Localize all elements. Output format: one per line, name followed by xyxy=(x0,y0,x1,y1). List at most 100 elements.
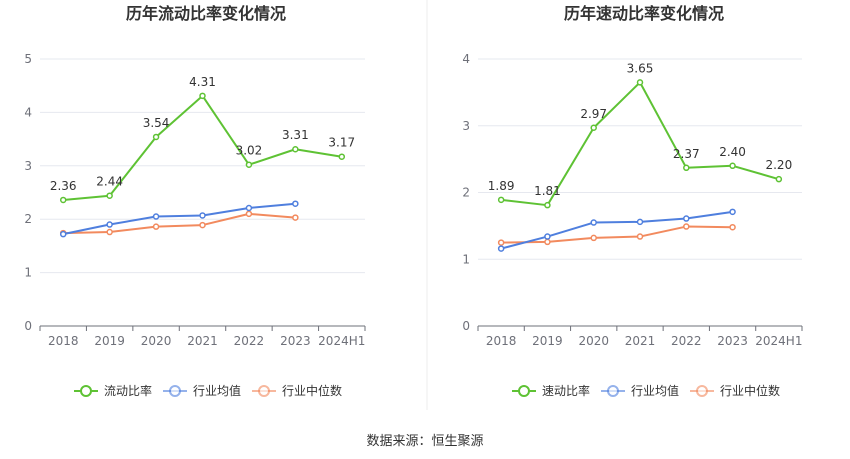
data-label: 3.31 xyxy=(282,128,309,142)
series-line xyxy=(63,202,296,236)
legend-item[interactable]: 速动比率 xyxy=(512,383,590,398)
data-point xyxy=(636,79,644,86)
x-tick-label: 2021 xyxy=(187,334,218,348)
data-point xyxy=(497,239,505,246)
data-label: 4.31 xyxy=(189,75,216,89)
data-point xyxy=(292,145,299,153)
data-point xyxy=(729,162,736,170)
data-point xyxy=(106,228,113,236)
data-label: 3.02 xyxy=(236,144,263,158)
data-point xyxy=(683,164,690,172)
y-tick-label: 0 xyxy=(462,319,470,333)
data-point xyxy=(245,204,253,212)
data-point xyxy=(245,161,253,168)
data-point xyxy=(152,223,160,230)
data-label: 2.20 xyxy=(765,158,792,172)
data-label: 1.89 xyxy=(488,179,515,193)
legend-label: 行业中位数 xyxy=(282,383,342,398)
data-point xyxy=(729,223,736,231)
legend-item[interactable]: 行业均值 xyxy=(601,383,679,398)
data-point xyxy=(59,196,67,204)
legend-marker-icon xyxy=(518,385,530,397)
x-tick-label: 2020 xyxy=(141,334,172,348)
legend-marker-icon xyxy=(696,385,708,397)
legend-label: 流动比率 xyxy=(104,383,152,398)
x-tick-label: 2021 xyxy=(625,334,656,348)
data-label: 3.54 xyxy=(143,116,170,130)
x-tick-label: 2019 xyxy=(532,334,563,348)
y-tick-label: 2 xyxy=(24,212,32,226)
legend-item[interactable]: 流动比率 xyxy=(74,383,152,398)
data-label: 2.97 xyxy=(580,107,607,121)
legend-item[interactable]: 行业均值 xyxy=(163,383,241,398)
legend-label: 行业中位数 xyxy=(720,383,780,398)
data-point xyxy=(497,245,505,252)
data-point xyxy=(683,223,690,230)
y-tick-label: 3 xyxy=(462,119,470,133)
data-point xyxy=(106,221,113,228)
charts-canvas: 历年流动比率变化情况 0 1 2 3 4 5 2018 2019 2020 2021 2022 2023… xyxy=(24,0,803,410)
data-label: 3.17 xyxy=(328,136,355,150)
data-point xyxy=(636,233,644,240)
chart-panel-2: 历年速动比率变化情况 0 1 2 3 4 2018 2019 2020 2021 2022 2023 2… xyxy=(462,4,803,398)
data-label: 1.81 xyxy=(534,184,561,198)
x-tick-label: 2018 xyxy=(48,334,79,348)
data-point xyxy=(590,124,597,132)
data-label: 2.44 xyxy=(96,175,123,189)
data-label: 2.36 xyxy=(50,179,77,193)
data-point xyxy=(199,212,206,219)
x-tick-label: 2024H1 xyxy=(755,334,802,348)
data-point xyxy=(636,218,644,226)
data-point xyxy=(106,192,113,199)
series-line xyxy=(500,210,733,250)
x-tick-label: 2019 xyxy=(94,334,125,348)
data-point xyxy=(199,221,206,229)
series-line xyxy=(501,225,733,244)
data-point xyxy=(152,213,160,220)
data-point xyxy=(292,214,299,221)
data-point xyxy=(497,196,505,204)
data-point xyxy=(152,133,160,141)
series-line xyxy=(63,212,296,235)
data-point xyxy=(683,215,690,222)
data-point xyxy=(292,200,299,207)
data-point xyxy=(544,233,551,240)
legend-label: 速动比率 xyxy=(542,383,590,398)
y-tick-label: 0 xyxy=(24,319,32,333)
data-label: 3.65 xyxy=(627,61,654,75)
x-tick-label: 2020 xyxy=(578,334,609,348)
x-tick-label: 2023 xyxy=(280,334,311,348)
chart-panel-1: 历年流动比率变化情况 0 1 2 3 4 5 2018 2019 2020 2021 2022 2023… xyxy=(24,4,366,398)
chart-title: 历年流动比率变化情况 xyxy=(126,4,286,23)
y-tick-label: 4 xyxy=(462,52,470,66)
chart-title: 历年速动比率变化情况 xyxy=(564,4,724,23)
data-point xyxy=(245,210,253,218)
data-point xyxy=(775,175,783,183)
x-tick-label: 2018 xyxy=(486,334,517,348)
y-tick-label: 5 xyxy=(24,52,32,66)
y-tick-label: 1 xyxy=(462,252,470,266)
y-tick-label: 2 xyxy=(462,186,470,200)
data-point xyxy=(729,208,736,216)
y-tick-label: 3 xyxy=(24,159,32,173)
data-point xyxy=(59,230,67,238)
legend-marker-icon xyxy=(258,385,270,397)
data-point xyxy=(199,92,206,100)
legend-item[interactable]: 行业中位数 xyxy=(690,383,780,398)
data-point xyxy=(544,201,551,209)
y-tick-label: 4 xyxy=(24,105,32,119)
legend-label: 行业均值 xyxy=(193,383,241,398)
legend-marker-icon xyxy=(169,385,181,397)
data-point xyxy=(590,219,597,226)
legend-label: 行业均值 xyxy=(631,383,679,398)
x-tick-label: 2022 xyxy=(234,334,265,348)
x-tick-label: 2023 xyxy=(717,334,748,348)
y-tick-label: 1 xyxy=(24,266,32,280)
legend-item[interactable]: 行业中位数 xyxy=(252,383,342,398)
x-tick-label: 2024H1 xyxy=(318,334,365,348)
data-point xyxy=(338,153,346,160)
data-point xyxy=(590,234,597,242)
legend-marker-icon xyxy=(80,385,92,397)
legend-marker-icon xyxy=(607,385,619,397)
data-label: 2.37 xyxy=(673,147,700,161)
